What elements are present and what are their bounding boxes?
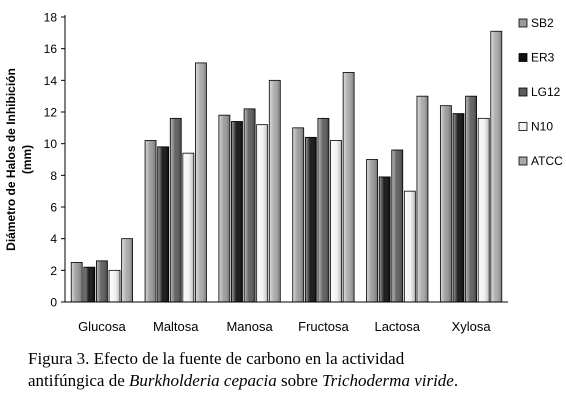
bar-shading-n10-glucosa [109,270,120,302]
x-tick-label-maltosa: Maltosa [153,319,199,334]
caption-middle: sobre [276,371,323,390]
legend-label-atcc: ATCC [531,154,563,168]
chart: Glucosa Maltosa Manosa Fructosa Lactosa Xylos… [4,11,563,391]
y-tick-label-6: 6 [50,201,57,215]
bar-shading-er3-xylosa [453,114,464,302]
caption-species-1: Burkholderia cepacia [129,371,277,390]
bar-shading-lg12-xylosa [466,96,477,302]
bar-shading-er3-glucosa [84,267,95,302]
x-tick-label-manosa: Manosa [226,319,273,334]
y-axis-title-line-1: Diámetro de Halos de Inhibición [4,68,18,251]
caption-species-2: Trichoderma viride [322,371,454,390]
bar-shading-atcc-lactosa [417,96,428,302]
bar-shading-atcc-maltosa [195,63,206,302]
bar-shading-sb2-lactosa [367,160,378,302]
y-tick-label-18: 18 [44,11,58,25]
x-tick-label-glucosa: Glucosa [78,319,126,334]
x-tick-label-lactosa: Lactosa [374,319,420,334]
y-tick-label-12: 12 [44,106,58,120]
bar-shading-lg12-manosa [244,109,255,302]
y-tick-label-4: 4 [50,232,57,246]
bar-shading-sb2-xylosa [440,106,451,302]
bar-shading-atcc-fructosa [343,72,354,302]
bar-shading-atcc-manosa [269,80,280,302]
y-tick-label-16: 16 [44,42,58,56]
legend-label-lg12: LG12 [531,85,561,99]
caption-prefix: antifúngica de [28,371,130,390]
bar-shading-er3-maltosa [158,147,169,302]
legend-swatch-sb2 [518,18,528,28]
legend-swatch-atcc [518,156,528,166]
bar-shading-atcc-xylosa [491,31,502,302]
bar-shading-lg12-lactosa [392,150,403,302]
bar-shading-lg12-maltosa [170,118,181,302]
bar-shading-lg12-glucosa [96,261,107,302]
legend-label-sb2: SB2 [531,16,554,30]
x-tick-label-xylosa: Xylosa [452,319,492,334]
bar-shading-n10-manosa [257,125,268,302]
legend-swatch-er3 [518,53,528,62]
y-axis-title-line-2: (mm) [20,145,34,174]
caption-line-2: antifúngica de Burkholderia cepacia sobr… [28,370,558,392]
bar-shading-lg12-fructosa [318,118,329,302]
bar-shading-er3-lactosa [379,177,390,302]
y-tick-label-8: 8 [50,169,57,183]
figure-caption: Figura 3. Efecto de la fuente de carbono… [28,348,558,392]
y-tick-label-2: 2 [50,264,57,278]
bar-chart: Glucosa Maltosa Manosa Fructosa Lactosa Xylos… [4,11,563,335]
bar-shading-er3-manosa [231,122,242,302]
bar-shading-sb2-manosa [219,115,230,302]
y-tick-label-0: 0 [50,296,57,310]
bar-shading-er3-fructosa [305,137,316,302]
legend-label-n10: N10 [531,120,553,134]
bar-shading-n10-lactosa [404,191,415,302]
bar-shading-sb2-fructosa [293,128,304,302]
bar-shading-n10-fructosa [331,141,342,302]
bar-shading-n10-maltosa [183,153,194,302]
legend-swatch-lg12 [518,87,528,97]
legend-label-er3: ER3 [531,51,555,65]
bar-shading-sb2-maltosa [145,141,156,302]
bar-shading-n10-xylosa [478,118,489,302]
caption-suffix: . [453,371,459,390]
bar-shading-atcc-glucosa [122,239,133,302]
caption-line-1: Figura 3. Efecto de la fuente de carbono… [28,349,405,368]
bar-shading-sb2-glucosa [71,262,82,302]
y-tick-label-10: 10 [44,137,58,151]
legend-swatch-n10 [518,122,528,131]
y-tick-label-14: 14 [44,74,58,88]
x-tick-label-fructosa: Fructosa [298,319,349,334]
